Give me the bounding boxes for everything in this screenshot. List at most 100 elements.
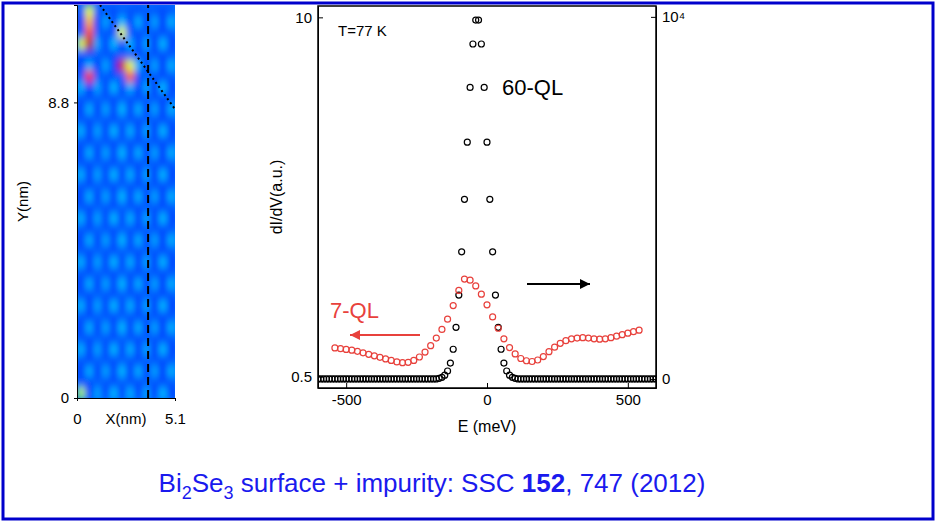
heatmap-cell <box>142 322 151 333</box>
heatmap-cell <box>85 333 94 344</box>
heatmap-cell <box>134 245 143 256</box>
point <box>428 343 434 349</box>
heatmap-cell <box>102 322 111 333</box>
heatmap-cell <box>118 311 127 322</box>
heatmap-cell <box>151 60 160 71</box>
heatmap-cell <box>93 16 102 27</box>
heatmap-cell <box>159 289 168 300</box>
heatmap-cell <box>102 169 111 180</box>
heatmap-cell <box>134 278 143 289</box>
heatmap-cell <box>93 92 102 103</box>
caption-part: 152 <box>522 468 565 498</box>
heatmap-cell <box>102 256 111 267</box>
heatmap-cell <box>102 71 111 82</box>
heatmap-cell <box>77 125 86 136</box>
heatmap-cell <box>102 60 111 71</box>
heatmap-cell <box>85 376 94 387</box>
heatmap-cell <box>167 191 175 202</box>
heatmap-cell <box>102 191 111 202</box>
heatmap-cell <box>142 300 151 311</box>
heatmap-cell <box>126 333 135 344</box>
heatmap-cell <box>118 256 127 267</box>
point <box>585 335 591 341</box>
heatmap-cell <box>167 322 175 333</box>
heatmap-cell <box>93 71 102 82</box>
heatmap-cell <box>85 27 94 38</box>
heatmap-cell <box>110 300 119 311</box>
guide-line <box>100 5 175 109</box>
point <box>467 84 473 90</box>
heatmap-cell <box>85 234 94 245</box>
heatmap-cell <box>102 365 111 376</box>
heatmap-cell <box>151 71 160 82</box>
heatmap-cell <box>85 114 94 125</box>
heatmap-cell <box>167 245 175 256</box>
heatmap-cell <box>102 223 111 234</box>
axis-line <box>74 6 78 399</box>
heatmap-cell <box>93 103 102 114</box>
heatmap-cell <box>142 256 151 267</box>
heatmap-cell <box>77 60 86 71</box>
heatmap-cell <box>85 125 94 136</box>
heatmap-cell <box>134 27 143 38</box>
heatmap-cell <box>151 169 160 180</box>
heatmap-cell <box>159 322 168 333</box>
heatmap-cell <box>93 169 102 180</box>
heatmap-cell <box>126 136 135 147</box>
heatmap-cell <box>118 92 127 103</box>
heatmap-cell <box>126 180 135 191</box>
heatmap-cell <box>77 267 86 278</box>
heatmap-cell <box>159 256 168 267</box>
heatmap-cell <box>126 71 135 82</box>
heatmap-cell <box>159 365 168 376</box>
heatmap-cell <box>118 322 127 333</box>
heatmap-cell <box>126 60 135 71</box>
heatmap-cell <box>85 38 94 49</box>
heatmap-cell <box>151 180 160 191</box>
axis: 05.1 <box>73 398 186 427</box>
heatmap-cell <box>167 147 175 158</box>
heatmap-cell <box>159 136 168 147</box>
caption-part: , 747 (2012) <box>565 468 705 498</box>
point <box>478 41 484 47</box>
heatmap-cell <box>77 27 86 38</box>
heatmap-cell <box>110 136 119 147</box>
heatmap-cell <box>77 71 86 82</box>
point <box>540 354 546 360</box>
heatmap-cell <box>142 278 151 289</box>
heatmap-cell <box>102 27 111 38</box>
heatmap-cell <box>151 147 160 158</box>
tick-label: 8.8 <box>48 94 69 111</box>
heatmap-cell <box>151 81 160 92</box>
point <box>343 346 349 352</box>
heatmap-cell <box>110 322 119 333</box>
heatmap-cell <box>151 343 160 354</box>
heatmap-cell <box>102 311 111 322</box>
point <box>523 358 529 364</box>
heatmap-cell <box>167 354 175 365</box>
tick-mark <box>651 379 656 380</box>
heatmap-cell <box>134 267 143 278</box>
heatmap-cell <box>110 103 119 114</box>
heatmap-cell <box>110 245 119 256</box>
heatmap-cell <box>85 169 94 180</box>
heatmap-cell <box>93 136 102 147</box>
slide: 05.108.8X(nm)Y(nm)-50005000.510010⁴E (me… <box>0 0 937 523</box>
heatmap-cell <box>142 114 151 125</box>
point <box>602 336 608 342</box>
heatmap-cell <box>126 278 135 289</box>
heatmap-cell <box>77 147 86 158</box>
tick: 0.5 <box>291 368 323 385</box>
heatmap-cell <box>77 322 86 333</box>
heatmap-cell <box>93 147 102 158</box>
heatmap-cell <box>102 114 111 125</box>
heatmap-cell <box>85 147 94 158</box>
heatmap-cell <box>142 343 151 354</box>
heatmap-cell <box>85 267 94 278</box>
heatmap-cell <box>110 202 119 213</box>
heatmap-cell <box>151 191 160 202</box>
tick: 0 <box>73 398 81 427</box>
heatmap-cell <box>134 38 143 49</box>
heatmap-cell <box>159 245 168 256</box>
heatmap-cell <box>167 38 175 49</box>
